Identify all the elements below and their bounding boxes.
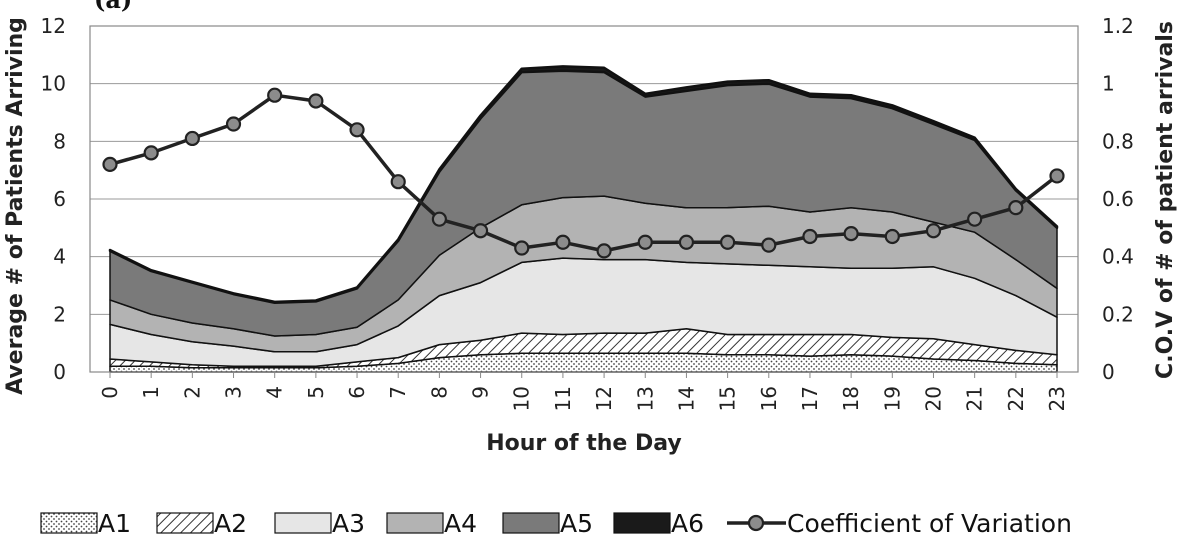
x-tick-21: 21 bbox=[963, 386, 987, 411]
legend-marker-cov bbox=[747, 514, 765, 532]
cov-point-20 bbox=[925, 223, 942, 239]
y-axis-title: Average # of Patients Arriving bbox=[3, 17, 28, 395]
cov-point-6 bbox=[349, 122, 365, 138]
y2-tick-0.6: 0.6 bbox=[1102, 187, 1134, 211]
y-tick-12: 12 bbox=[41, 14, 66, 38]
x-tick-12: 12 bbox=[592, 386, 616, 411]
panel-label: (a) bbox=[94, 0, 132, 14]
x-tick-4: 4 bbox=[263, 386, 287, 399]
x-tick-6: 6 bbox=[345, 386, 369, 399]
y2-axis-title: C.O.V of # of patient arrivals bbox=[1153, 21, 1178, 379]
y2-tick-1: 1 bbox=[1102, 72, 1115, 96]
cov-point-2 bbox=[184, 130, 200, 147]
x-tick-15: 15 bbox=[716, 386, 740, 411]
y2-tick-0.8: 0.8 bbox=[1102, 129, 1134, 153]
x-tick-11: 11 bbox=[551, 386, 575, 411]
x-tick-7: 7 bbox=[386, 386, 410, 399]
cov-point-22 bbox=[1008, 200, 1024, 216]
legend: A1 A2 A3 A4 A5 A6 Coefficient of Variation bbox=[40, 509, 1072, 538]
x-axis-title: Hour of the Day bbox=[486, 431, 682, 456]
cov-point-4 bbox=[267, 87, 283, 103]
legend-label-cov: Coefficient of Variation bbox=[787, 509, 1072, 538]
y2-tick-1.2: 1.2 bbox=[1102, 14, 1134, 38]
legend-label-a1: A1 bbox=[98, 509, 131, 538]
y-tick-2: 2 bbox=[53, 302, 66, 326]
x-tick-18: 18 bbox=[839, 386, 863, 411]
cov-point-8 bbox=[431, 211, 447, 227]
cov-point-0 bbox=[102, 156, 118, 172]
cov-point-19 bbox=[884, 228, 900, 245]
x-tick-20: 20 bbox=[921, 386, 945, 411]
x-tick-2: 2 bbox=[180, 386, 204, 399]
x-tick-10: 10 bbox=[510, 386, 534, 411]
y2-tick-0: 0 bbox=[1102, 360, 1115, 384]
x-tick-3: 3 bbox=[222, 386, 246, 399]
legend-swatch-a4 bbox=[386, 512, 444, 534]
legend-label-a2: A2 bbox=[214, 509, 247, 538]
legend-label-a5: A5 bbox=[560, 509, 593, 538]
cov-point-1 bbox=[143, 145, 159, 161]
y2-tick-0.2: 0.2 bbox=[1102, 302, 1134, 326]
x-tick-17: 17 bbox=[798, 386, 822, 411]
cov-point-12 bbox=[596, 243, 612, 259]
y-tick-8: 8 bbox=[53, 129, 66, 153]
cov-point-9 bbox=[472, 223, 489, 239]
axes bbox=[89, 25, 1079, 378]
legend-label-a6: A6 bbox=[671, 509, 704, 538]
x-tick-19: 19 bbox=[880, 386, 904, 411]
y-tick-6: 6 bbox=[53, 187, 66, 211]
y2-tick-0.4: 0.4 bbox=[1102, 245, 1134, 269]
cov-point-7 bbox=[390, 174, 406, 190]
cov-point-11 bbox=[555, 234, 571, 250]
cov-point-17 bbox=[802, 228, 818, 245]
legend-swatch-a1 bbox=[40, 512, 98, 534]
cov-point-14 bbox=[678, 234, 695, 250]
y-tick-10: 10 bbox=[41, 72, 66, 96]
cov-point-5 bbox=[308, 93, 324, 109]
cov-point-3 bbox=[225, 116, 242, 132]
cov-point-18 bbox=[843, 226, 859, 242]
area-a6 bbox=[108, 65, 1059, 305]
y-tick-4: 4 bbox=[53, 245, 66, 269]
legend-swatch-a2 bbox=[156, 512, 214, 534]
legend-swatch-a5 bbox=[502, 512, 560, 534]
x-tick-22: 22 bbox=[1004, 386, 1028, 411]
cov-point-13 bbox=[637, 234, 653, 250]
legend-swatch-a6 bbox=[613, 512, 671, 534]
x-tick-14: 14 bbox=[674, 386, 698, 411]
cov-point-10 bbox=[514, 240, 530, 256]
x-tick-1: 1 bbox=[139, 386, 163, 399]
x-tick-16: 16 bbox=[757, 386, 781, 411]
legend-swatch-a3 bbox=[274, 512, 332, 534]
x-tick-9: 9 bbox=[469, 386, 493, 399]
cov-point-23 bbox=[1049, 168, 1065, 184]
x-tick-5: 5 bbox=[304, 386, 328, 399]
legend-label-a4: A4 bbox=[444, 509, 477, 538]
x-tick-0: 0 bbox=[98, 386, 122, 399]
cov-point-21 bbox=[967, 211, 983, 227]
x-tick-13: 13 bbox=[633, 386, 657, 411]
cov-point-15 bbox=[720, 234, 736, 250]
x-tick-8: 8 bbox=[427, 386, 451, 399]
cov-line bbox=[102, 87, 1065, 259]
y-tick-0: 0 bbox=[53, 360, 66, 384]
legend-label-a3: A3 bbox=[332, 509, 365, 538]
cov-point-16 bbox=[761, 237, 777, 253]
x-tick-23: 23 bbox=[1045, 386, 1069, 411]
plot-frame bbox=[89, 25, 1079, 373]
